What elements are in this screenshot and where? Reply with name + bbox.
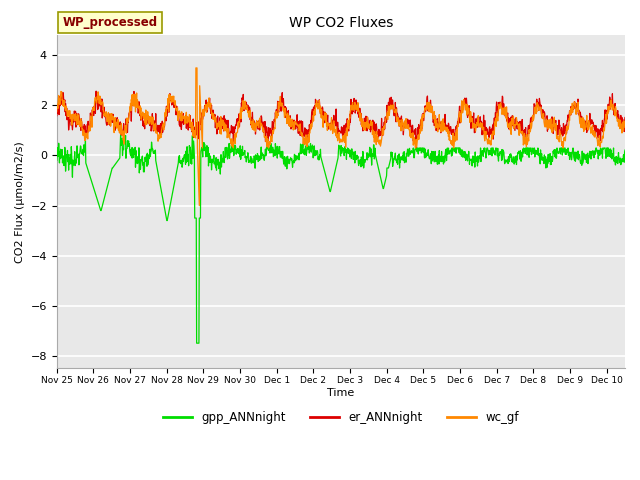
Title: WP CO2 Fluxes: WP CO2 Fluxes xyxy=(289,16,393,30)
Text: WP_processed: WP_processed xyxy=(63,16,157,29)
Legend: gpp_ANNnight, er_ANNnight, wc_gf: gpp_ANNnight, er_ANNnight, wc_gf xyxy=(158,407,524,429)
Y-axis label: CO2 Flux (μmol/m2/s): CO2 Flux (μmol/m2/s) xyxy=(15,141,25,263)
X-axis label: Time: Time xyxy=(327,387,355,397)
